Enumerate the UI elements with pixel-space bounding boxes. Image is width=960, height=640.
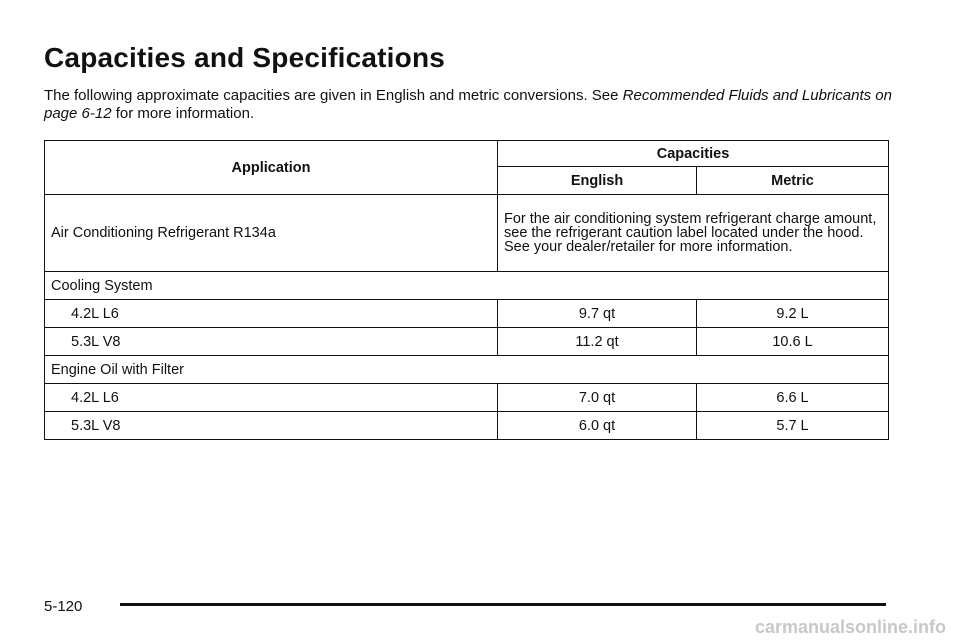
page-number: 5-120 <box>44 598 83 615</box>
intro-after: for more information. <box>115 105 255 122</box>
table-cell: 11.2 qt <box>497 327 697 356</box>
table-row: 5.3L V8 11.2 qt 10.6 L <box>44 327 889 356</box>
table-cell: 4.2L L6 <box>44 383 498 412</box>
table-cell: 7.0 qt <box>497 383 697 412</box>
footer-rule <box>120 603 886 606</box>
table-cell: 5.3L V8 <box>44 411 498 440</box>
table-cell: For the air conditioning system refriger… <box>497 194 889 272</box>
intro-text: The following approximate capacities are… <box>44 87 619 104</box>
header-row: Application Capacities <box>44 140 889 195</box>
table-row: 5.3L V8 6.0 qt 5.7 L <box>44 411 889 440</box>
header-cell: Capacities <box>497 140 889 167</box>
table-row: 4.2L L6 9.7 qt 9.2 L <box>44 299 889 328</box>
table-cell: 5.7 L <box>696 411 889 440</box>
capacities-table: Application Capacities English Metric Ai… <box>44 140 889 440</box>
header-cell: English <box>497 166 697 195</box>
watermark: carmanualsonline.info <box>754 617 946 637</box>
intro-link: Recommended Fluids and Lubricants on pag… <box>44 87 892 122</box>
header-cell: Application <box>44 140 498 195</box>
intro: The following approximate capacities are… <box>44 87 904 123</box>
table-cell: 9.2 L <box>696 299 889 328</box>
header-cell: Metric <box>696 166 889 195</box>
title: Capacities and Specifications <box>44 42 446 73</box>
table-cell: Air Conditioning Refrigerant R134a <box>44 194 498 272</box>
table-cell: 5.3L V8 <box>44 327 498 356</box>
table-row: Cooling System <box>44 271 889 300</box>
table-cell: Engine Oil with Filter <box>44 355 889 384</box>
table-cell: 6.6 L <box>696 383 889 412</box>
table-row: Engine Oil with Filter <box>44 355 889 384</box>
table-row: Air Conditioning Refrigerant R134a For th… <box>44 194 889 272</box>
table-row: 4.2L L6 7.0 qt 6.6 L <box>44 383 889 412</box>
table-cell: 10.6 L <box>696 327 889 356</box>
table-cell: Cooling System <box>44 271 889 300</box>
table-cell: 4.2L L6 <box>44 299 498 328</box>
table-cell: 9.7 qt <box>497 299 697 328</box>
table-cell: 6.0 qt <box>497 411 697 440</box>
